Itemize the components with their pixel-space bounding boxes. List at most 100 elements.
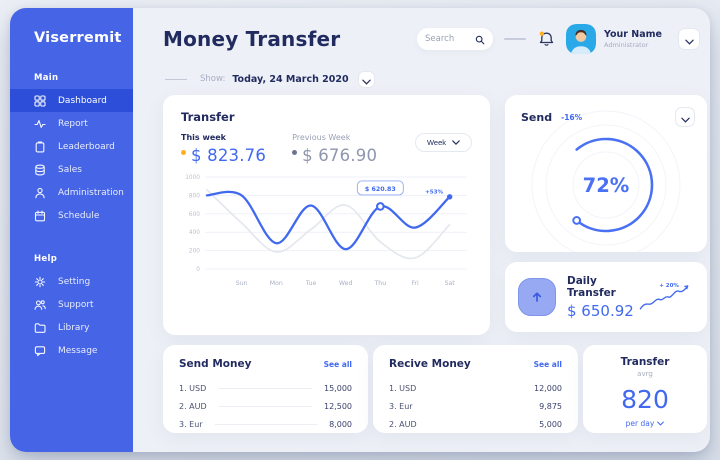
search-box[interactable] xyxy=(417,28,493,50)
row-divider xyxy=(218,387,312,389)
range-selector-button[interactable]: Week xyxy=(414,133,472,152)
sidebar-item-administration[interactable]: Administration xyxy=(10,181,133,204)
sidebar-item-library[interactable]: Library xyxy=(10,316,133,339)
this-week-label: This week xyxy=(181,133,227,142)
svg-text:+53%: +53% xyxy=(425,189,443,195)
sidebar-item-setting[interactable]: Setting xyxy=(10,270,133,293)
sidebar-item-sales[interactable]: Sales xyxy=(10,158,133,181)
range-selector-label: Week xyxy=(426,138,446,147)
svg-text:1000: 1000 xyxy=(185,175,200,181)
currency-value: 12,000 xyxy=(534,383,562,393)
table-row: 2. AUD 12,500 xyxy=(179,397,352,415)
transfer-avg-value: 820 xyxy=(621,385,669,414)
main-content: Money Transfer Your Name Administrator xyxy=(133,8,710,452)
send-delta-badge: -16% xyxy=(561,112,583,122)
receive-money-see-all-link[interactable]: See all xyxy=(533,359,562,369)
table-row: 2. AUD 5,000 xyxy=(389,415,562,433)
search-icon xyxy=(475,30,485,49)
dashboard-grid-icon xyxy=(34,94,46,107)
previous-week-stat: Previous Week $ 676.90 xyxy=(292,133,377,165)
currency-label: 2. AUD xyxy=(389,419,417,429)
user-role: Administrator xyxy=(604,40,649,49)
date-dropdown-button[interactable] xyxy=(357,70,375,88)
sidebar-item-label: Administration xyxy=(58,187,124,198)
row-divider xyxy=(214,423,318,425)
sidebar-item-report[interactable]: Report xyxy=(10,112,133,135)
svg-text:Sun: Sun xyxy=(236,280,248,287)
selected-date: Today, 24 March 2020 xyxy=(232,73,349,85)
transfer-avg-card: Transfer avrg 820 per day xyxy=(583,345,707,433)
currency-value: 12,500 xyxy=(324,401,352,411)
administration-user-icon xyxy=(34,187,46,199)
sidebar-item-dashboard[interactable]: Dashboard xyxy=(10,89,133,112)
daily-transfer-label: Daily Transfer xyxy=(567,274,616,299)
transfer-card-title: Transfer xyxy=(181,110,235,124)
svg-text:$ 620.83: $ 620.83 xyxy=(365,186,396,193)
decorative-line xyxy=(165,78,187,80)
transfer-avg-subtitle: avrg xyxy=(637,370,653,378)
this-week-dot xyxy=(181,150,186,155)
row-divider xyxy=(218,405,312,407)
sidebar-item-label: Message xyxy=(58,345,98,356)
sidebar-item-message[interactable]: Message xyxy=(10,339,133,362)
sidebar-section-help: Help xyxy=(34,254,58,264)
header-divider xyxy=(504,38,526,40)
table-row: 3. Eur 9,875 xyxy=(389,397,562,415)
svg-text:Tue: Tue xyxy=(305,280,317,287)
svg-text:800: 800 xyxy=(189,193,200,199)
user-menu-button[interactable] xyxy=(678,28,700,50)
sidebar-item-label: Support xyxy=(58,299,94,310)
svg-text:Fri: Fri xyxy=(411,280,419,287)
daily-transfer-card: Daily Transfer $ 650.92 + 20% xyxy=(505,262,707,332)
sidebar-item-label: Leaderboard xyxy=(58,141,115,152)
per-day-selector[interactable]: per day xyxy=(626,419,665,428)
show-label: Show: xyxy=(200,74,226,84)
sidebar-section-main: Main xyxy=(34,73,59,83)
svg-text:600: 600 xyxy=(189,212,200,218)
sales-database-icon xyxy=(34,164,46,176)
previous-week-dot xyxy=(292,150,298,155)
search-input[interactable] xyxy=(425,34,475,44)
send-percent-value: 72% xyxy=(583,174,630,197)
currency-value: 8,000 xyxy=(329,419,352,429)
user-avatar[interactable] xyxy=(566,24,596,54)
sidebar-item-label: Sales xyxy=(58,164,82,175)
top-bar: Money Transfer Your Name Administrator xyxy=(163,21,700,57)
brand-logo: Viserremit xyxy=(34,30,122,46)
this-week-stat: This week $ 823.76 xyxy=(181,133,266,165)
send-progress-ring: 72% xyxy=(531,110,681,252)
library-folder-icon xyxy=(34,322,46,334)
notification-bell-icon[interactable] xyxy=(537,30,556,49)
send-card-menu-button[interactable] xyxy=(675,107,695,127)
currency-value: 15,000 xyxy=(324,383,352,393)
schedule-calendar-icon xyxy=(34,210,46,222)
sidebar-item-label: Report xyxy=(58,118,88,129)
send-money-see-all-link[interactable]: See all xyxy=(323,359,352,369)
chevron-down-icon xyxy=(684,30,694,49)
chevron-down-icon xyxy=(657,419,665,428)
sidebar-item-label: Library xyxy=(58,322,90,333)
chevron-down-icon xyxy=(452,138,460,147)
svg-text:Mon: Mon xyxy=(270,280,283,287)
send-money-card: Send Money See all 1. USD 15,000 2. AUD 12… xyxy=(163,345,368,433)
currency-label: 3. Eur xyxy=(179,419,203,429)
currency-value: 5,000 xyxy=(539,419,562,429)
transfer-card: Transfer This week $ 823.76 Previous Wee… xyxy=(163,95,490,335)
svg-text:0: 0 xyxy=(196,267,200,273)
report-pulse-icon xyxy=(34,118,46,130)
currency-label: 1. USD xyxy=(389,383,417,393)
sidebar-item-label: Dashboard xyxy=(58,95,107,106)
sidebar-item-schedule[interactable]: Schedule xyxy=(10,204,133,227)
sidebar: Viserremit Main Dashboard Report Leaderb… xyxy=(10,8,133,452)
daily-sparkline: + 20% xyxy=(639,283,688,310)
currency-label: 1. USD xyxy=(179,383,207,393)
message-chat-icon xyxy=(34,345,46,357)
sidebar-item-leaderboard[interactable]: Leaderboard xyxy=(10,135,133,158)
sidebar-item-support[interactable]: Support xyxy=(10,293,133,316)
transfer-avg-title: Transfer xyxy=(620,356,670,368)
receive-money-title: Recive Money xyxy=(389,358,471,370)
daily-transfer-value: $ 650.92 xyxy=(567,301,634,320)
this-week-value: $ 823.76 xyxy=(191,146,267,165)
user-info: Your Name Administrator xyxy=(604,29,662,49)
app-window: Viserremit Main Dashboard Report Leaderb… xyxy=(10,8,710,452)
